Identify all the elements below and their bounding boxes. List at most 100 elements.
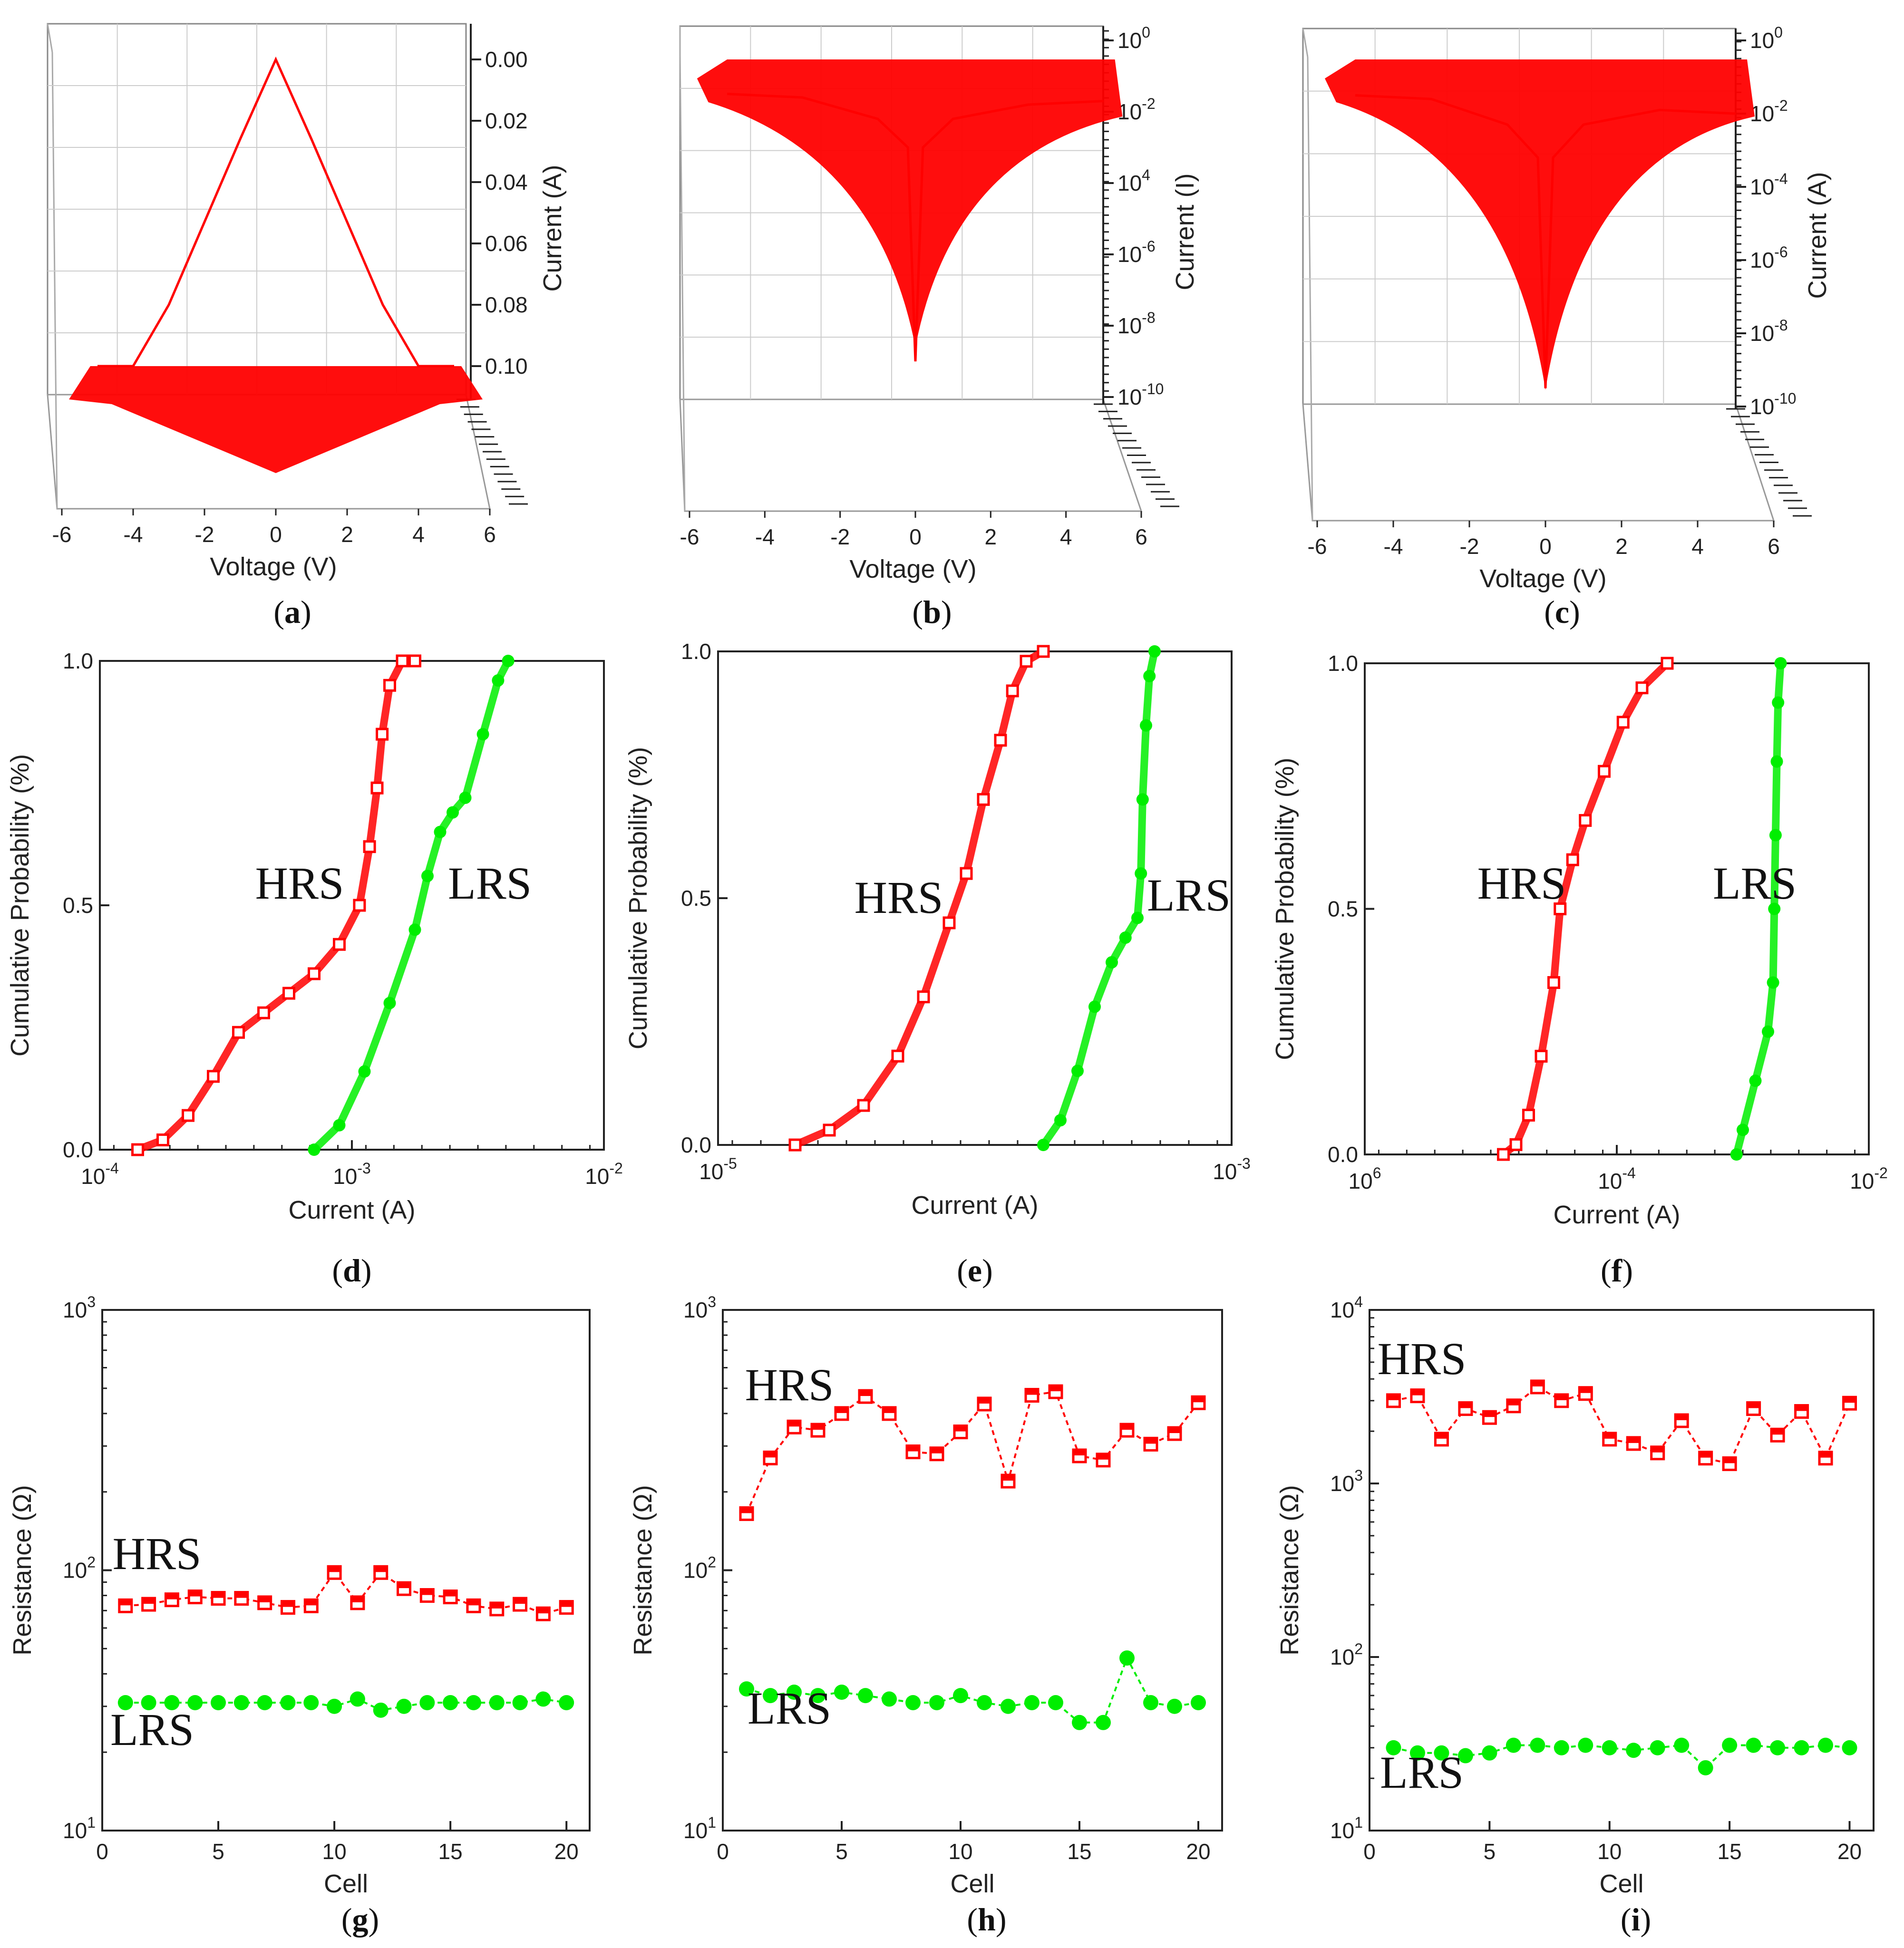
hrs-marker-fill [954, 1425, 967, 1432]
hrs-label: HRS [745, 1359, 834, 1410]
lrs-marker [1506, 1737, 1521, 1753]
hrs-marker-fill [421, 1589, 434, 1595]
hrs-marker-fill [1192, 1396, 1205, 1403]
y-tick-label: 0.5 [63, 893, 93, 918]
plot-frame [1369, 1309, 1875, 1832]
caption-d-part: ) [361, 1252, 372, 1289]
lrs-marker [459, 791, 472, 804]
hrs-marker [333, 938, 346, 951]
hrs-marker-fill [1651, 1446, 1664, 1453]
hrs-marker-fill [305, 1599, 318, 1606]
y-axis-label: Current (A) [1803, 172, 1832, 299]
y-tick-label: 104 [1117, 166, 1150, 195]
caption-g: (g) [341, 1901, 379, 1938]
y-axis-label: Cumulative Probability (%) [1271, 757, 1299, 1060]
lrs-marker [280, 1695, 296, 1710]
hrs-marker-fill [883, 1407, 895, 1413]
y-axis-label: Cumulative Probability (%) [6, 754, 34, 1056]
x-tick-label: 6 [1135, 524, 1147, 549]
hrs-label: HRS [1378, 1333, 1467, 1384]
caption-a-part: a [284, 594, 301, 630]
x-axis-label: Current (A) [1553, 1201, 1680, 1229]
y-tick-label-base: 10 [1750, 321, 1774, 346]
y-tick-label-exp: 0 [1774, 24, 1783, 41]
hrs-marker-fill [1795, 1405, 1808, 1411]
hrs-marker [232, 1026, 245, 1039]
lrs-marker [141, 1695, 156, 1710]
x-tick-label: -4 [755, 524, 775, 549]
y-tick-label: 101 [63, 1814, 96, 1843]
x-tick-label: -2 [195, 522, 214, 547]
x-tick-label: 4 [412, 522, 425, 547]
caption-a-part: ( [273, 594, 284, 630]
hrs-marker-fill [1675, 1414, 1688, 1420]
hrs-marker-fill [1699, 1452, 1712, 1458]
y-tick-label-base: 10 [683, 1558, 708, 1583]
lrs-marker [1842, 1740, 1857, 1755]
hrs-marker-fill [165, 1593, 178, 1599]
lrs-marker [1722, 1737, 1738, 1753]
left-front-edge [679, 54, 686, 512]
y-tick-label: 100 [1750, 24, 1783, 53]
caption-h-part: ( [967, 1901, 978, 1938]
x-tick-label: 10-4 [1598, 1164, 1636, 1193]
caption-h-part: h [978, 1901, 996, 1938]
hrs-marker-fill [907, 1445, 919, 1452]
caption-i-part: ) [1640, 1901, 1651, 1938]
y-tick-label: 103 [1330, 1467, 1363, 1496]
hrs-marker-fill [1555, 1394, 1568, 1400]
y-tick-label: 0.0 [63, 1137, 93, 1162]
caption-a: (a) [273, 594, 311, 630]
lrs-marker [1131, 911, 1144, 924]
hrs-marker-fill [1121, 1424, 1133, 1430]
hrs-marker [207, 1070, 220, 1083]
lrs-marker [1650, 1740, 1665, 1755]
y-tick-label: 1.0 [63, 649, 93, 673]
caption-e-part: e [968, 1252, 982, 1289]
lrs-marker [512, 1695, 528, 1710]
hrs-marker [823, 1124, 836, 1137]
lrs-marker [1818, 1737, 1834, 1753]
lrs-marker [421, 870, 434, 882]
x-tick-label: 2 [1615, 534, 1628, 559]
sweep-band [69, 366, 483, 473]
x-tick-label: 0 [1539, 534, 1552, 559]
x-axis-label: Cell [950, 1870, 994, 1898]
lrs-marker [739, 1681, 754, 1697]
x-tick-label: 2 [341, 522, 353, 547]
lrs-marker [257, 1695, 272, 1710]
hrs-label: HRS [255, 858, 344, 909]
hrs-label: HRS [1477, 858, 1566, 909]
lrs-marker [1769, 829, 1782, 842]
hrs-label: HRS [113, 1528, 202, 1579]
x-axis-label: Voltage (V) [210, 552, 337, 581]
y-tick-label-base: 10 [1750, 28, 1774, 53]
y-tick-label-base: 10 [63, 1298, 87, 1322]
y-tick-label-exp: 2 [87, 1554, 96, 1571]
lrs-marker [1024, 1695, 1039, 1710]
y-tick-label: 103 [683, 1293, 716, 1322]
y-tick-label: 100 [1117, 24, 1150, 53]
hrs-marker [408, 654, 421, 668]
lrs-marker [492, 674, 505, 687]
y-tick-label: 101 [683, 1814, 716, 1843]
x-tick-label-base: 10 [1850, 1169, 1874, 1193]
hrs-marker-fill [1771, 1429, 1784, 1435]
hrs-marker [1037, 645, 1050, 658]
x-tick-label-exp: -4 [105, 1160, 118, 1177]
y-tick-label: 101 [1330, 1814, 1363, 1843]
hrs-marker-fill [1459, 1402, 1472, 1408]
y-tick-label: 0.10 [485, 354, 528, 378]
hrs-marker-fill [1168, 1427, 1181, 1434]
y-axis-label: Resistance (Ω) [8, 1485, 37, 1655]
hrs-marker-fill [282, 1601, 294, 1607]
y-tick-label-base: 10 [1750, 394, 1774, 419]
x-tick-label-exp: -3 [357, 1160, 370, 1177]
lrs-marker [476, 728, 489, 741]
hrs-marker [1522, 1108, 1535, 1122]
caption-d-part: d [343, 1252, 361, 1289]
hrs-marker-fill [537, 1608, 550, 1614]
caption-i-part: ( [1621, 1901, 1632, 1938]
